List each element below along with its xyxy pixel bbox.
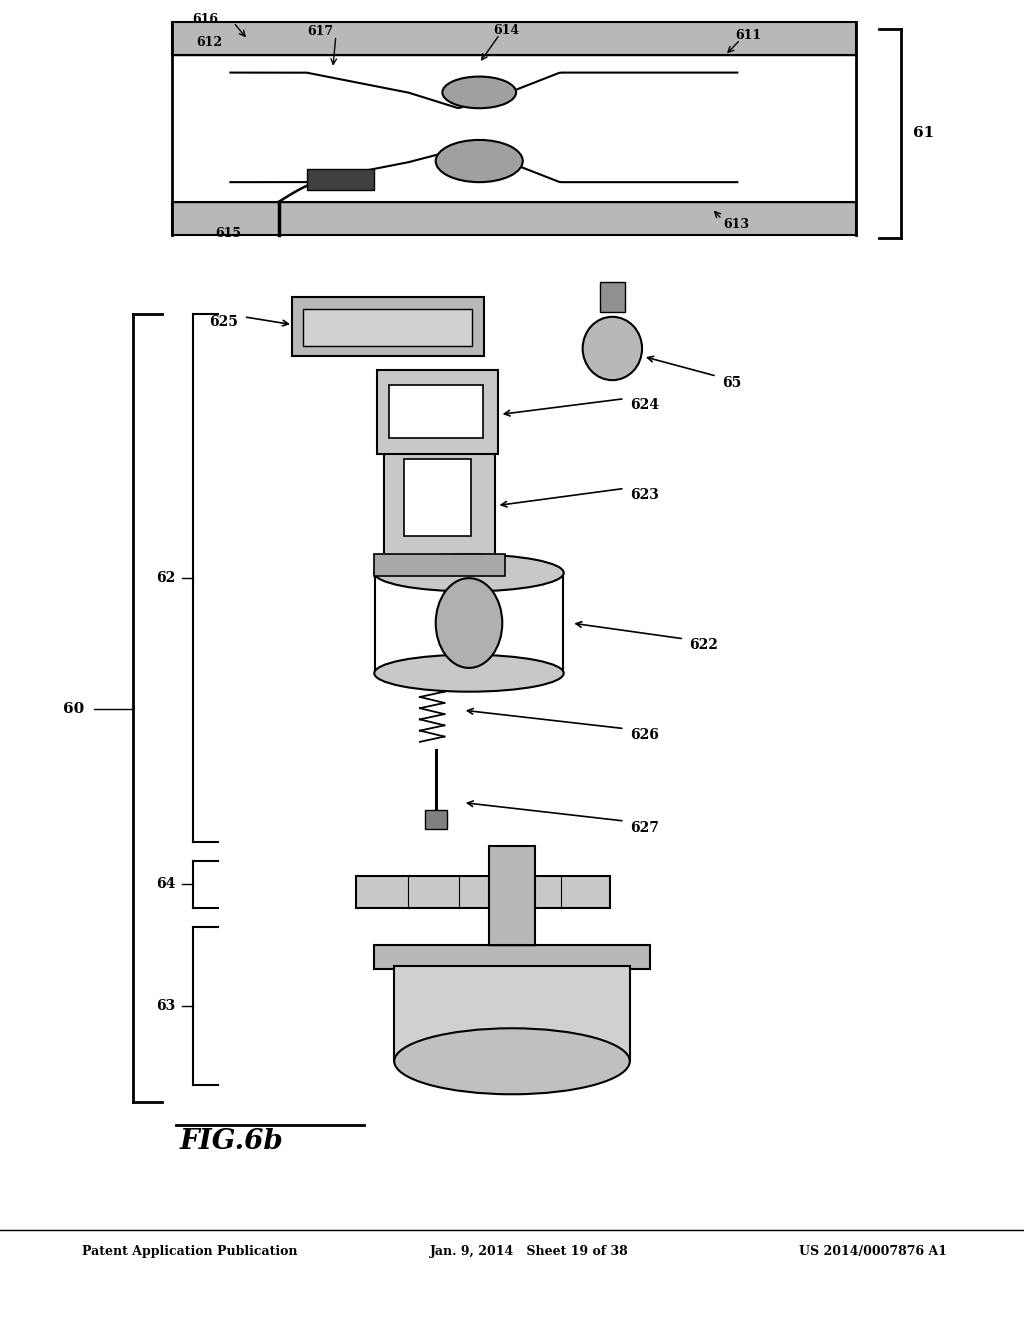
Bar xyxy=(394,966,630,1061)
Text: 626: 626 xyxy=(630,729,658,742)
Text: 622: 622 xyxy=(689,639,718,652)
Text: 64: 64 xyxy=(156,878,175,891)
Ellipse shape xyxy=(375,554,563,591)
Text: 616: 616 xyxy=(193,13,218,26)
Bar xyxy=(389,385,483,438)
Bar xyxy=(377,370,498,454)
Bar xyxy=(303,309,472,346)
Ellipse shape xyxy=(436,140,523,182)
Text: 624: 624 xyxy=(630,399,658,412)
Text: 65: 65 xyxy=(722,376,741,389)
Text: 613: 613 xyxy=(723,218,749,231)
Text: 623: 623 xyxy=(630,488,658,502)
Ellipse shape xyxy=(442,77,516,108)
Text: 615: 615 xyxy=(215,227,241,240)
Ellipse shape xyxy=(394,1028,630,1094)
Text: 625: 625 xyxy=(209,315,238,329)
Text: FIG.6b: FIG.6b xyxy=(179,1129,283,1155)
Bar xyxy=(374,945,650,969)
Text: Jan. 9, 2014   Sheet 19 of 38: Jan. 9, 2014 Sheet 19 of 38 xyxy=(430,1245,629,1258)
Text: 611: 611 xyxy=(735,29,762,42)
Bar xyxy=(600,282,625,312)
Bar xyxy=(292,297,484,356)
Bar xyxy=(172,22,856,55)
Text: 614: 614 xyxy=(494,24,520,37)
Text: 60: 60 xyxy=(63,702,85,715)
Text: US 2014/0007876 A1: US 2014/0007876 A1 xyxy=(799,1245,947,1258)
Bar xyxy=(307,169,374,190)
Ellipse shape xyxy=(375,655,563,692)
Bar xyxy=(356,876,610,908)
Text: 62: 62 xyxy=(156,572,175,585)
Text: 627: 627 xyxy=(630,821,658,834)
Text: 63: 63 xyxy=(156,999,175,1012)
Bar xyxy=(172,202,856,235)
Bar xyxy=(489,846,535,945)
Text: Patent Application Publication: Patent Application Publication xyxy=(82,1245,297,1258)
Text: 617: 617 xyxy=(307,25,334,38)
Bar xyxy=(384,436,495,562)
Ellipse shape xyxy=(436,578,503,668)
Text: 61: 61 xyxy=(913,127,935,140)
Bar xyxy=(404,459,471,536)
Bar xyxy=(374,554,505,576)
Ellipse shape xyxy=(583,317,642,380)
Text: 612: 612 xyxy=(197,36,223,49)
Bar xyxy=(425,810,447,829)
